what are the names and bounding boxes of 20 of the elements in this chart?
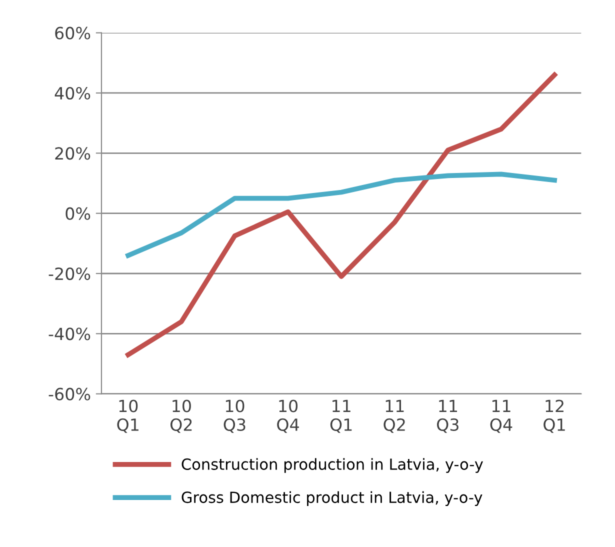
y-tick-label: -40% [48,328,90,340]
legend-label: Gross Domestic product in Latvia, y-o-y [182,491,482,506]
line-series [126,172,557,258]
x-tick-label: 10 Q1 [117,400,138,433]
y-tick-label: 40% [54,86,90,100]
x-tick-label: 12 Q1 [544,400,565,433]
x-tick-label: 11 Q2 [384,400,405,433]
y-tick-label: -20% [48,267,90,280]
x-tick-label: 11 Q4 [490,400,512,433]
y-tick-label: 20% [55,147,90,160]
y-tick-label: 0% [66,207,90,220]
x-tick-label: 11 Q1 [330,400,352,433]
legend-label: Construction production in Latvia, y-o-y [182,458,483,473]
x-tick-label: 10 Q2 [170,400,192,433]
line-series [126,72,557,358]
y-tick-label: 60% [55,26,90,40]
x-tick-label: 10 Q3 [224,400,246,433]
x-tick-label: 10 Q4 [277,400,299,433]
y-tick-label: -60% [48,388,90,400]
x-tick-label: 11 Q3 [437,400,458,433]
